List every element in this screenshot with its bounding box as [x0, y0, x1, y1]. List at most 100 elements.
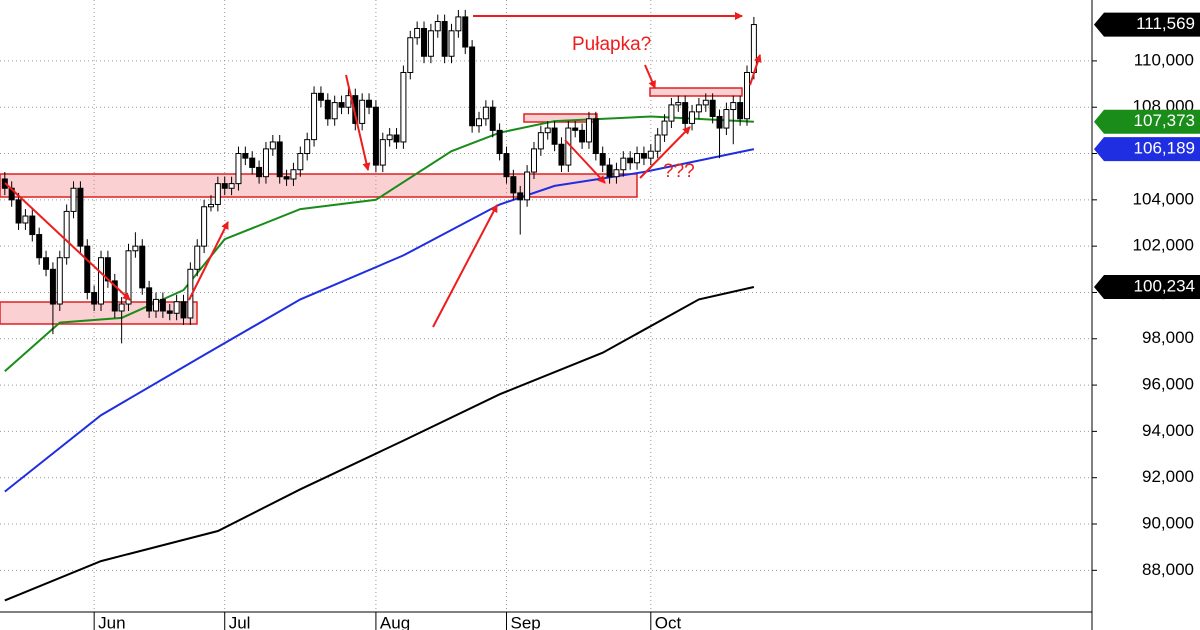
price-label: 100,234: [1134, 277, 1195, 296]
candle-body: [359, 99, 366, 124]
candle-body: [386, 134, 393, 141]
y-tick-label: 90,000: [1142, 513, 1194, 532]
candle-body: [166, 310, 173, 314]
y-tick-label: 96,000: [1142, 375, 1194, 394]
candle-body: [324, 99, 331, 120]
candle-body: [173, 301, 180, 314]
candle-body: [235, 153, 242, 185]
candle-body: [304, 139, 311, 155]
candle-body: [70, 187, 77, 212]
candle-body: [63, 210, 70, 259]
candle-body: [317, 92, 324, 101]
candle-body: [311, 92, 318, 141]
candle-body: [448, 30, 455, 57]
arrow: [188, 221, 229, 301]
y-tick-label: 110,000: [1134, 50, 1194, 69]
zone: [523, 113, 598, 123]
candle-body: [489, 106, 496, 131]
candle-body: [125, 250, 132, 305]
x-tick-label: Jul: [229, 613, 251, 630]
candle-body: [551, 127, 558, 145]
candles: [1, 9, 757, 344]
y-tick-label: 102,000: [1133, 236, 1194, 255]
moving-average: [4, 286, 755, 602]
candle-body: [338, 102, 345, 108]
arrow: [644, 64, 656, 89]
candle-body: [352, 95, 359, 124]
arrow: [639, 126, 691, 179]
candle-body: [194, 245, 201, 270]
y-tick-label: 94,000: [1142, 421, 1194, 440]
candle-body: [214, 183, 221, 205]
candle-body: [647, 150, 654, 159]
candle-body: [689, 111, 696, 124]
candle-body: [77, 187, 84, 247]
x-tick-label: Oct: [655, 613, 682, 630]
candle-body: [517, 192, 524, 201]
candle-body: [118, 303, 125, 312]
x-tick-label: Aug: [380, 613, 410, 630]
candle-body: [579, 129, 586, 143]
candle-body: [421, 27, 428, 57]
candle-body: [84, 245, 91, 293]
candle-body: [393, 134, 400, 143]
candle-body: [345, 95, 352, 108]
y-tick-label: 98,000: [1142, 328, 1194, 347]
price-label: 106,189: [1134, 139, 1195, 158]
zone: [0, 173, 638, 198]
zones: [0, 87, 743, 325]
candle-body: [276, 141, 283, 178]
candle-body: [599, 153, 606, 166]
price-label: 111,569: [1136, 14, 1195, 33]
candle-body: [249, 157, 256, 168]
candle-body: [434, 21, 441, 32]
candle-body: [379, 139, 386, 166]
candle-body: [544, 127, 551, 134]
annotation: Pułapka?: [572, 34, 651, 55]
candle-body: [537, 132, 544, 150]
candle-body: [49, 268, 56, 305]
candle-body: [56, 257, 63, 305]
candle-body: [613, 169, 620, 178]
candle-body: [737, 102, 744, 120]
candle-body: [372, 106, 379, 166]
candle-body: [228, 183, 235, 189]
candle-body: [366, 99, 373, 108]
candle-body: [111, 280, 118, 312]
candle-body: [475, 118, 482, 127]
candle-body: [132, 245, 139, 252]
candle-body: [668, 104, 675, 122]
candle-body: [654, 134, 661, 152]
candle-body: [496, 129, 503, 155]
candle-body: [634, 153, 641, 164]
candle-body: [180, 301, 187, 319]
candle-body: [159, 298, 166, 312]
x-tick-label: Jun: [98, 613, 125, 630]
candle-body: [15, 199, 22, 224]
candle-body: [283, 176, 290, 180]
candle-body: [469, 46, 476, 127]
price-label-box: [1094, 137, 1200, 162]
candle-body: [297, 153, 304, 171]
arrow: [564, 139, 606, 184]
candle-body: [702, 99, 709, 106]
candle-body: [242, 153, 249, 159]
y-tick-label: 92,000: [1142, 467, 1194, 486]
candle-body: [695, 104, 702, 113]
candle-body: [104, 257, 111, 282]
candle-body: [709, 99, 716, 117]
axes: 88,000 90,000 92,000 94,000 96,000 98,000 100,…: [93, 12, 1200, 630]
candle-body: [744, 71, 751, 120]
candle-body: [730, 102, 737, 111]
candle-body: [462, 16, 469, 48]
candle-body: [290, 169, 297, 180]
candle-body: [620, 157, 627, 171]
candle-body: [269, 141, 276, 150]
candle-body: [585, 118, 592, 143]
zone: [649, 87, 743, 97]
candle-body: [482, 106, 489, 120]
candle-body: [510, 176, 517, 194]
candle-body: [524, 171, 531, 201]
y-tick-label: 88,000: [1142, 560, 1194, 579]
